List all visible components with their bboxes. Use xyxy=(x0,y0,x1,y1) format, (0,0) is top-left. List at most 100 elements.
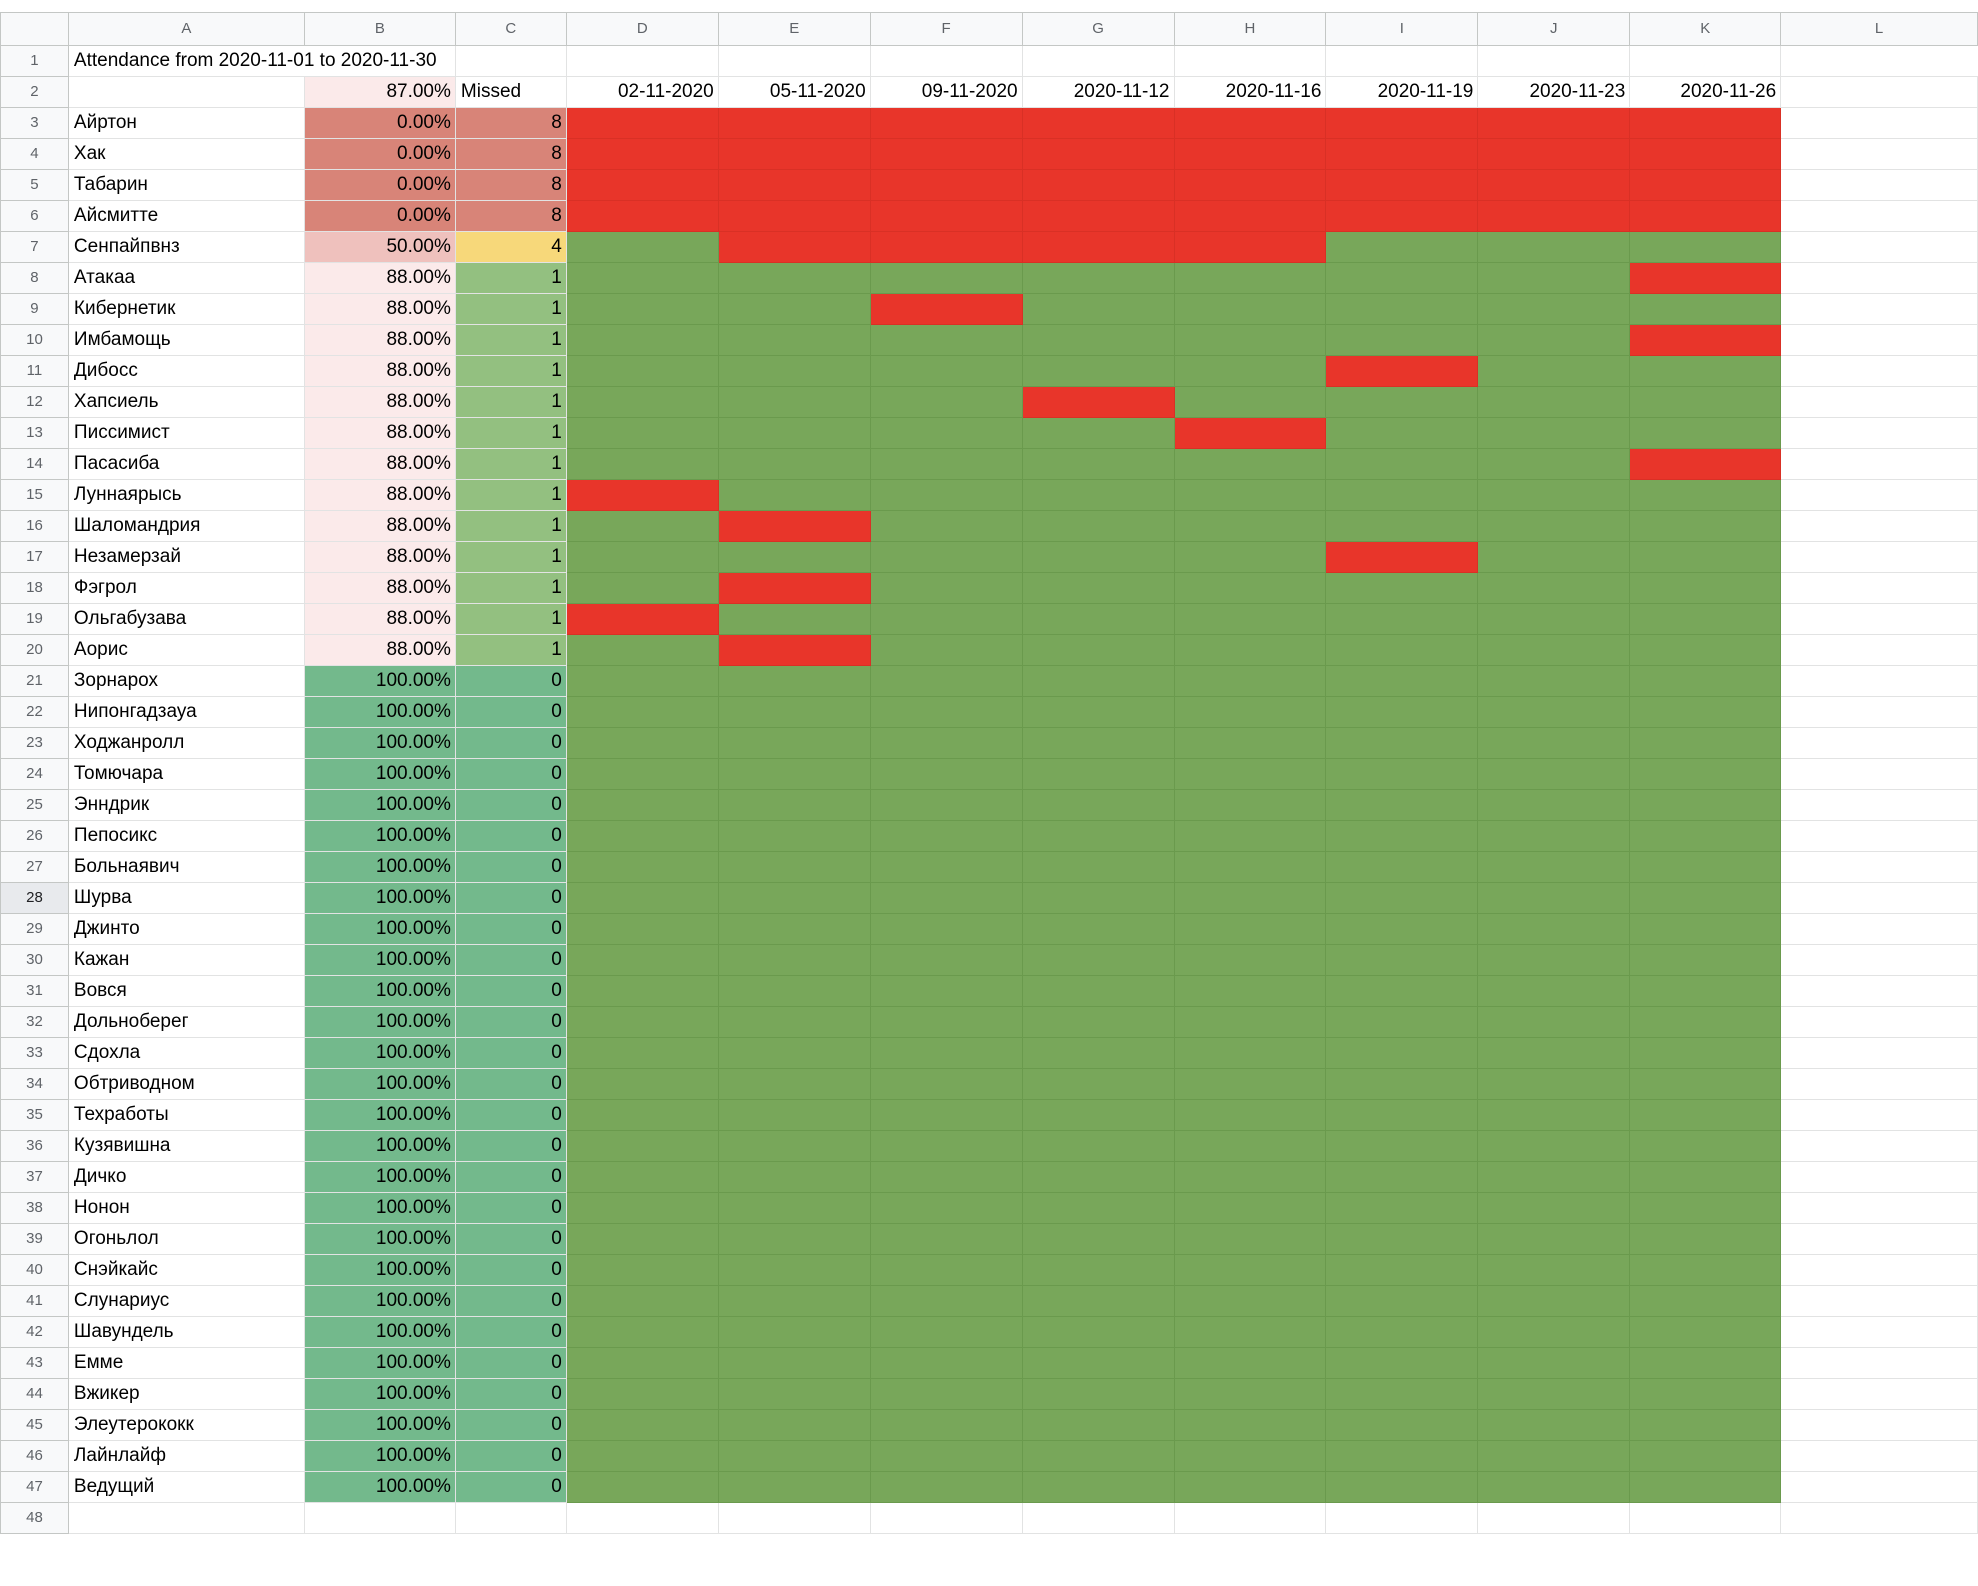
attendance-cell-present[interactable] xyxy=(1629,417,1782,449)
attendance-percent-cell[interactable]: 88.00% xyxy=(303,386,456,418)
attendance-cell-present[interactable] xyxy=(1021,1068,1175,1100)
attendance-cell-present[interactable] xyxy=(869,1440,1023,1472)
date-header-cell[interactable]: 09-11-2020 xyxy=(869,76,1023,108)
attendance-cell-present[interactable] xyxy=(717,727,871,759)
attendance-cell-present[interactable] xyxy=(1173,789,1327,821)
cell[interactable] xyxy=(1780,76,1978,108)
date-header-cell[interactable]: 2020-11-26 xyxy=(1629,76,1782,108)
row-header[interactable]: 10 xyxy=(0,324,69,356)
select-all-corner[interactable] xyxy=(0,12,69,46)
row-header[interactable]: 14 xyxy=(0,448,69,480)
attendance-cell-present[interactable] xyxy=(1477,262,1631,294)
attendance-percent-cell[interactable]: 100.00% xyxy=(303,1316,456,1348)
attendance-cell-absent[interactable] xyxy=(869,138,1023,170)
attendance-cell-present[interactable] xyxy=(565,820,719,852)
attendance-cell-present[interactable] xyxy=(1629,510,1782,542)
student-name-cell[interactable]: Лайнлайф xyxy=(67,1440,305,1472)
attendance-cell-present[interactable] xyxy=(1629,1006,1782,1038)
row-header[interactable]: 41 xyxy=(0,1285,69,1317)
missed-count-cell[interactable]: 1 xyxy=(454,293,567,325)
attendance-cell-present[interactable] xyxy=(1021,1347,1175,1379)
attendance-cell-present[interactable] xyxy=(717,448,871,480)
row-header[interactable]: 28 xyxy=(0,882,69,914)
cell[interactable] xyxy=(1780,1192,1978,1224)
cell[interactable] xyxy=(1780,1099,1978,1131)
attendance-percent-cell[interactable]: 88.00% xyxy=(303,541,456,573)
attendance-cell-present[interactable] xyxy=(1173,293,1327,325)
attendance-cell-present[interactable] xyxy=(869,820,1023,852)
attendance-cell-present[interactable] xyxy=(717,541,871,573)
attendance-cell-present[interactable] xyxy=(1325,634,1479,666)
attendance-cell-absent[interactable] xyxy=(565,107,719,139)
attendance-percent-cell[interactable]: 88.00% xyxy=(303,479,456,511)
date-header-cell[interactable]: 2020-11-16 xyxy=(1173,76,1327,108)
attendance-cell-present[interactable] xyxy=(717,851,871,883)
column-header-a[interactable]: A xyxy=(67,12,305,46)
student-name-cell[interactable]: Снэйкайс xyxy=(67,1254,305,1286)
column-header-h[interactable]: H xyxy=(1173,12,1327,46)
attendance-cell-absent[interactable] xyxy=(565,138,719,170)
attendance-percent-cell[interactable]: 100.00% xyxy=(303,820,456,852)
missed-count-cell[interactable]: 0 xyxy=(454,758,567,790)
attendance-cell-present[interactable] xyxy=(869,1316,1023,1348)
missed-count-cell[interactable]: 0 xyxy=(454,1161,567,1193)
missed-count-cell[interactable]: 1 xyxy=(454,417,567,449)
attendance-cell-present[interactable] xyxy=(869,665,1023,697)
attendance-cell-present[interactable] xyxy=(565,293,719,325)
attendance-cell-present[interactable] xyxy=(565,975,719,1007)
attendance-cell-present[interactable] xyxy=(1021,789,1175,821)
attendance-percent-cell[interactable]: 0.00% xyxy=(303,169,456,201)
attendance-cell-absent[interactable] xyxy=(869,107,1023,139)
missed-count-cell[interactable]: 0 xyxy=(454,1409,567,1441)
cell[interactable] xyxy=(1780,169,1978,201)
row-header[interactable]: 30 xyxy=(0,944,69,976)
attendance-cell-present[interactable] xyxy=(565,882,719,914)
attendance-cell-present[interactable] xyxy=(1477,1285,1631,1317)
attendance-percent-cell[interactable]: 100.00% xyxy=(303,758,456,790)
attendance-cell-present[interactable] xyxy=(565,665,719,697)
attendance-cell-absent[interactable] xyxy=(717,231,871,263)
cell[interactable] xyxy=(1780,510,1978,542)
attendance-percent-cell[interactable]: 88.00% xyxy=(303,355,456,387)
attendance-cell-absent[interactable] xyxy=(869,200,1023,232)
attendance-cell-present[interactable] xyxy=(1021,1409,1175,1441)
attendance-cell-present[interactable] xyxy=(565,448,719,480)
student-name-cell[interactable]: Нонон xyxy=(67,1192,305,1224)
missed-count-cell[interactable]: 8 xyxy=(454,107,567,139)
cell[interactable] xyxy=(1780,634,1978,666)
attendance-cell-present[interactable] xyxy=(1021,882,1175,914)
attendance-cell-present[interactable] xyxy=(1325,1099,1479,1131)
attendance-cell-present[interactable] xyxy=(1629,1130,1782,1162)
cell[interactable] xyxy=(1780,913,1978,945)
cell[interactable] xyxy=(1173,45,1327,77)
cell[interactable] xyxy=(1477,45,1631,77)
attendance-cell-present[interactable] xyxy=(565,417,719,449)
cell[interactable] xyxy=(454,45,567,77)
attendance-cell-absent[interactable] xyxy=(1173,231,1327,263)
attendance-cell-present[interactable] xyxy=(1173,324,1327,356)
attendance-cell-absent[interactable] xyxy=(717,200,871,232)
row-header[interactable]: 47 xyxy=(0,1471,69,1503)
attendance-percent-cell[interactable]: 100.00% xyxy=(303,1471,456,1503)
attendance-cell-present[interactable] xyxy=(1477,479,1631,511)
attendance-cell-present[interactable] xyxy=(1629,696,1782,728)
row-header[interactable]: 21 xyxy=(0,665,69,697)
attendance-cell-present[interactable] xyxy=(869,479,1023,511)
attendance-cell-present[interactable] xyxy=(1021,913,1175,945)
missed-count-cell[interactable]: 0 xyxy=(454,1347,567,1379)
attendance-cell-present[interactable] xyxy=(1477,696,1631,728)
student-name-cell[interactable]: Луннаярысь xyxy=(67,479,305,511)
attendance-cell-present[interactable] xyxy=(1325,603,1479,635)
attendance-cell-absent[interactable] xyxy=(1325,355,1479,387)
row-header[interactable]: 9 xyxy=(0,293,69,325)
missed-count-cell[interactable]: 0 xyxy=(454,1254,567,1286)
attendance-cell-present[interactable] xyxy=(1173,1192,1327,1224)
attendance-cell-present[interactable] xyxy=(869,851,1023,883)
attendance-cell-present[interactable] xyxy=(1021,665,1175,697)
attendance-cell-present[interactable] xyxy=(1325,448,1479,480)
attendance-cell-present[interactable] xyxy=(1021,479,1175,511)
attendance-cell-present[interactable] xyxy=(1173,572,1327,604)
student-name-cell[interactable]: Дибосс xyxy=(67,355,305,387)
column-header-k[interactable]: K xyxy=(1629,12,1782,46)
missed-count-cell[interactable]: 0 xyxy=(454,1378,567,1410)
